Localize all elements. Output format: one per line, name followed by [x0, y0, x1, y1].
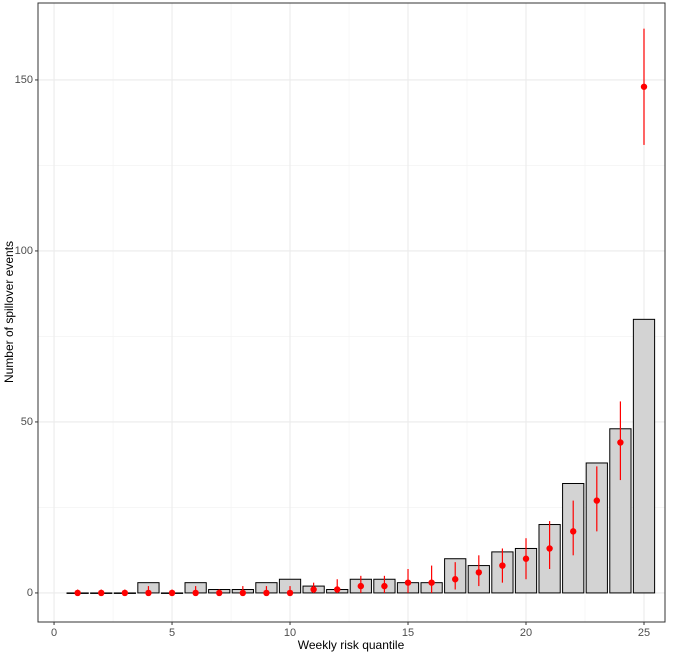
y-axis-title: Number of spillover events [2, 241, 16, 383]
point [121, 589, 129, 597]
x-tick-label: 25 [638, 627, 650, 639]
point [192, 589, 199, 597]
y-tick-label: 50 [21, 416, 33, 428]
point [404, 579, 412, 586]
point [239, 589, 247, 597]
point [617, 439, 624, 446]
y-tick-label: 150 [15, 74, 33, 86]
x-tick-label: 20 [520, 627, 532, 639]
x-tick-label: 10 [284, 627, 296, 639]
point [499, 562, 506, 569]
bar [632, 318, 656, 594]
point [74, 589, 81, 597]
point [475, 569, 483, 576]
point [310, 586, 317, 593]
y-tick-label: 100 [15, 245, 33, 257]
point [452, 576, 459, 583]
point [570, 528, 577, 535]
point [522, 555, 530, 562]
point [263, 589, 270, 597]
point [381, 582, 388, 590]
y-tick-label: 0 [27, 587, 33, 599]
point [216, 589, 223, 597]
x-tick-label: 0 [51, 627, 57, 639]
point [145, 589, 152, 597]
panel-border [37, 2, 666, 623]
point [168, 589, 176, 597]
point [98, 589, 105, 597]
point [357, 582, 365, 590]
point [640, 83, 648, 90]
x-tick-label: 15 [402, 627, 414, 639]
point [593, 497, 601, 504]
point [428, 579, 435, 586]
point [334, 586, 341, 593]
point [286, 589, 294, 597]
x-axis-title: Weekly risk quantile [298, 638, 405, 652]
point [546, 545, 553, 552]
x-tick-label: 5 [169, 627, 175, 639]
